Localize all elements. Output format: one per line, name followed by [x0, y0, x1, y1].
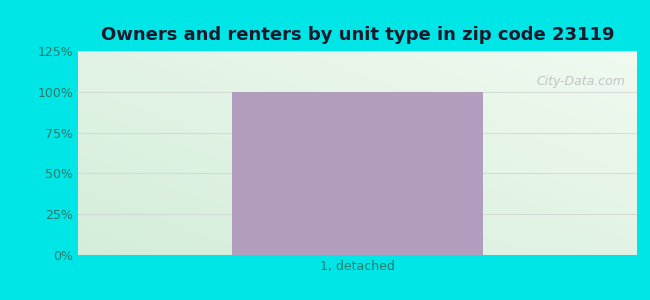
Bar — [231, 92, 483, 255]
Text: City-Data.com: City-Data.com — [537, 76, 626, 88]
Title: Owners and renters by unit type in zip code 23119: Owners and renters by unit type in zip c… — [101, 26, 614, 44]
